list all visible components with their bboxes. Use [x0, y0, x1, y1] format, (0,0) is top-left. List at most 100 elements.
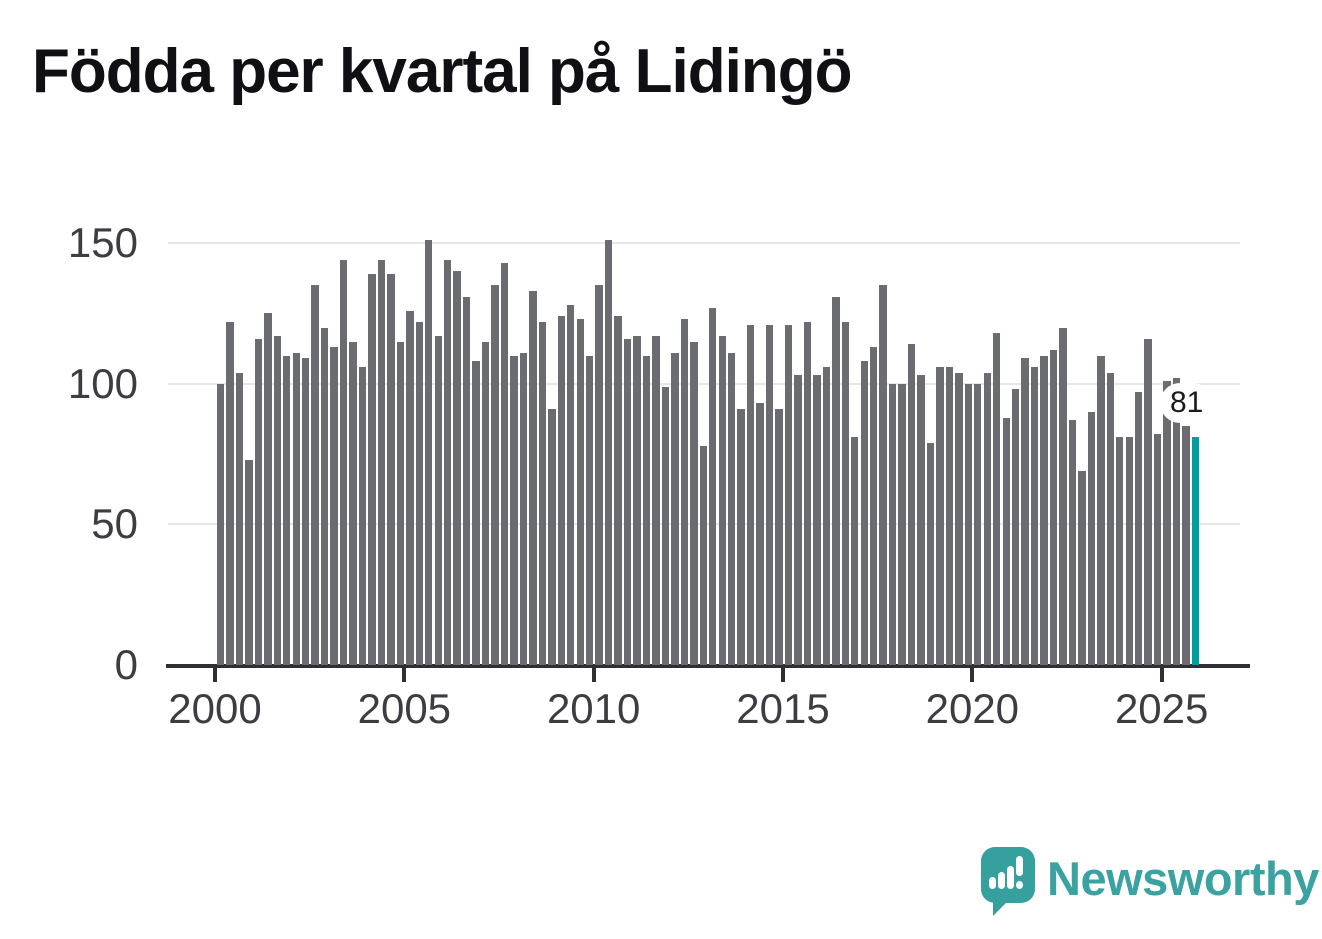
bar	[567, 305, 575, 665]
bar	[1002, 417, 1010, 665]
x-tick-label-2000: 2000	[168, 685, 262, 732]
bar	[699, 445, 707, 665]
x-tick-label-2005: 2005	[357, 685, 452, 732]
bar	[671, 352, 679, 665]
bar	[945, 366, 954, 665]
bar	[491, 285, 499, 665]
bar	[585, 355, 594, 665]
y-tick-label-100: 100	[67, 359, 138, 407]
bar	[453, 271, 461, 665]
bar	[1163, 380, 1171, 665]
bar	[765, 324, 774, 665]
bar	[888, 383, 897, 665]
bar	[803, 321, 812, 665]
logo-exclamation-dot	[1016, 881, 1023, 889]
bar	[425, 240, 433, 665]
bar	[1078, 470, 1086, 665]
bar	[794, 375, 802, 665]
bar	[529, 290, 537, 665]
bar	[1135, 392, 1143, 665]
bar	[387, 274, 395, 665]
bar	[557, 316, 565, 665]
bar	[974, 383, 982, 665]
bar	[917, 375, 925, 665]
bar	[396, 341, 405, 665]
bar	[1011, 389, 1020, 665]
bar	[1049, 350, 1058, 665]
bar	[690, 341, 698, 665]
bar	[301, 358, 310, 665]
bar	[709, 307, 717, 665]
chart-title: Födda per kvartal på Lidingö	[32, 37, 852, 106]
bar	[756, 403, 764, 665]
bar	[727, 352, 736, 665]
bar	[860, 361, 868, 665]
bar	[443, 260, 452, 665]
bar	[519, 352, 528, 665]
bar	[737, 409, 745, 665]
bar	[1068, 420, 1077, 665]
bar	[548, 409, 556, 665]
x-tick-label-2015: 2015	[736, 685, 830, 732]
bar	[633, 335, 641, 665]
bar	[358, 366, 367, 665]
bar	[955, 372, 963, 665]
bar	[746, 324, 755, 665]
newsworthy-wordmark: Newsworthy	[1047, 852, 1319, 905]
bar	[283, 355, 291, 665]
bar	[245, 459, 253, 665]
x-tick-label-2020: 2020	[925, 685, 1020, 732]
bar	[1097, 355, 1105, 665]
bar	[216, 383, 225, 665]
bar	[254, 338, 263, 665]
gridline-100	[168, 382, 1240, 385]
bar	[415, 321, 423, 665]
logo-exclamation-bar	[1016, 856, 1023, 876]
logo-mini-bar-1	[989, 877, 996, 889]
bar	[661, 386, 670, 665]
logo-mini-bar-2	[998, 872, 1005, 889]
bar	[538, 321, 547, 665]
bar	[926, 442, 935, 665]
x-tick-mark-2005	[402, 667, 407, 682]
bar	[623, 338, 632, 665]
bar	[993, 333, 1001, 665]
bar	[595, 285, 603, 665]
x-tick-mark-2020	[970, 667, 975, 682]
logo-mini-bar-3	[1007, 866, 1014, 889]
bar	[1125, 437, 1133, 665]
bar	[576, 319, 584, 665]
bar	[481, 341, 490, 665]
y-tick-label-150: 150	[67, 219, 138, 267]
bar	[869, 347, 878, 665]
x-tick-label-2010: 2010	[546, 685, 641, 732]
bar	[879, 285, 887, 665]
bar	[832, 296, 840, 665]
bar	[1021, 358, 1029, 665]
x-tick-mark-2010	[591, 667, 596, 682]
y-tick-label-50: 50	[91, 500, 138, 548]
bar	[1040, 355, 1048, 665]
bar	[784, 324, 793, 665]
bar	[822, 366, 831, 665]
bar	[813, 375, 821, 665]
newsworthy-speech-bubble-chart-icon	[981, 847, 1035, 903]
bar	[1106, 372, 1115, 665]
bar	[898, 383, 906, 665]
bar	[320, 327, 329, 665]
bar	[273, 335, 281, 665]
bar	[406, 310, 414, 665]
bar	[311, 285, 319, 665]
bar	[349, 341, 357, 665]
logo-speech-tail	[993, 901, 1008, 916]
bar	[1030, 366, 1039, 665]
bar	[1182, 425, 1190, 665]
bar	[1144, 338, 1152, 665]
bar	[642, 355, 651, 665]
bar	[604, 240, 613, 665]
bar	[292, 352, 300, 665]
x-tick-mark-2015	[780, 667, 785, 682]
bar	[377, 260, 386, 665]
bar	[1087, 411, 1096, 665]
bar	[368, 274, 376, 665]
